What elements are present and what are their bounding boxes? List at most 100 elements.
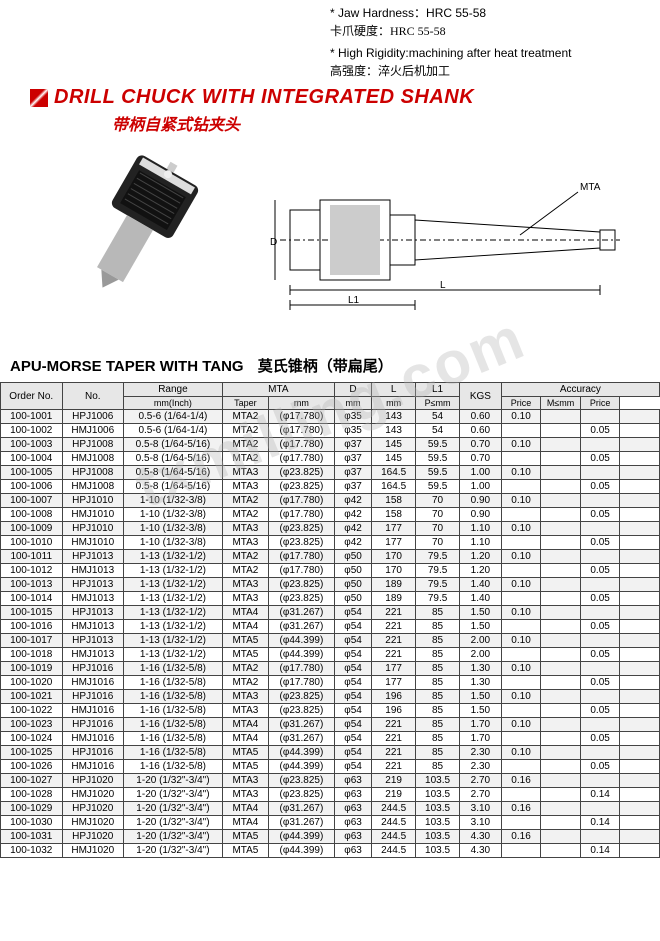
table-cell: MTA2	[222, 508, 268, 522]
table-cell: 2.00	[460, 634, 502, 648]
table-cell: 100-1012	[1, 564, 63, 578]
diagram-label-l1: L1	[348, 295, 360, 306]
table-cell: (φ44.399)	[268, 746, 334, 760]
table-cell: 244.5	[372, 816, 416, 830]
table-cell: 1-10 (1/32-3/8)	[124, 522, 223, 536]
table-cell: 1-20 (1/32"-3/4")	[124, 788, 223, 802]
table-cell: 0.10	[501, 718, 541, 732]
table-cell: (φ44.399)	[268, 844, 334, 858]
table-cell: 2.70	[460, 788, 502, 802]
table-cell: φ54	[334, 704, 371, 718]
table-cell: 100-1006	[1, 480, 63, 494]
table-cell: 100-1025	[1, 746, 63, 760]
table-cell	[501, 760, 541, 774]
table-cell: 0.10	[501, 746, 541, 760]
table-cell: 85	[416, 746, 460, 760]
table-cell: 1.20	[460, 564, 502, 578]
table-cell: 221	[372, 648, 416, 662]
table-cell: MTA5	[222, 634, 268, 648]
table-cell: 0.60	[460, 410, 502, 424]
table-cell: φ54	[334, 648, 371, 662]
table-cell: 100-1027	[1, 774, 63, 788]
table-cell: 221	[372, 606, 416, 620]
table-cell	[541, 620, 581, 634]
table-cell	[541, 788, 581, 802]
table-cell: 221	[372, 732, 416, 746]
table-cell	[620, 634, 660, 648]
table-cell: 85	[416, 732, 460, 746]
table-row: 100-1032HMJ10201-20 (1/32"-3/4")MTA5(φ44…	[1, 844, 660, 858]
table-row: 100-1009HPJ10101-10 (1/32-3/8)MTA3(φ23.8…	[1, 522, 660, 536]
table-cell	[541, 816, 581, 830]
table-cell: HMJ1016	[62, 732, 124, 746]
table-cell	[620, 648, 660, 662]
table-cell: φ37	[334, 466, 371, 480]
table-row: 100-1005HPJ10080.5-8 (1/64-5/16)MTA3(φ23…	[1, 466, 660, 480]
table-cell	[620, 452, 660, 466]
spec-table: Order No.No.RangeMTADLL1KGSAccuracy mm(I…	[0, 382, 660, 858]
table-cell	[501, 508, 541, 522]
table-cell: (φ17.780)	[268, 564, 334, 578]
table-cell: 1.20	[460, 550, 502, 564]
table-cell: 244.5	[372, 802, 416, 816]
table-cell: HPJ1013	[62, 578, 124, 592]
table-cell: 189	[372, 578, 416, 592]
table-cell: φ63	[334, 816, 371, 830]
table-cell: MTA4	[222, 816, 268, 830]
table-row: 100-1004HMJ10080.5-8 (1/64-5/16)MTA2(φ17…	[1, 452, 660, 466]
table-cell: φ63	[334, 802, 371, 816]
table-cell: 54	[416, 410, 460, 424]
table-cell: 1-16 (1/32-5/8)	[124, 732, 223, 746]
table-cell: (φ23.825)	[268, 522, 334, 536]
table-cell: (φ23.825)	[268, 788, 334, 802]
table-cell: 189	[372, 592, 416, 606]
table-cell: HPJ1016	[62, 690, 124, 704]
table-cell: 0.70	[460, 452, 502, 466]
table-cell: 1-13 (1/32-1/2)	[124, 634, 223, 648]
table-cell: 1-13 (1/32-1/2)	[124, 606, 223, 620]
table-cell: 221	[372, 620, 416, 634]
table-cell	[541, 424, 581, 438]
table-cell: 0.05	[580, 452, 620, 466]
table-cell: 100-1032	[1, 844, 63, 858]
table-cell: HMJ1008	[62, 480, 124, 494]
table-cell: φ50	[334, 564, 371, 578]
product-photo	[30, 150, 230, 330]
table-cell: MTA5	[222, 760, 268, 774]
table-cell	[541, 802, 581, 816]
table-cell	[501, 536, 541, 550]
table-cell	[580, 774, 620, 788]
table-cell: 0.14	[580, 788, 620, 802]
table-cell	[541, 536, 581, 550]
table-cell: 54	[416, 424, 460, 438]
table-cell: 0.05	[580, 704, 620, 718]
table-cell	[501, 676, 541, 690]
table-cell: 1-13 (1/32-1/2)	[124, 648, 223, 662]
table-cell: 1.50	[460, 704, 502, 718]
table-cell: 221	[372, 760, 416, 774]
table-cell: 2.30	[460, 760, 502, 774]
table-cell: MTA4	[222, 606, 268, 620]
table-cell: 0.14	[580, 844, 620, 858]
table-cell: 3.10	[460, 802, 502, 816]
table-cell: HPJ1020	[62, 830, 124, 844]
table-cell: φ54	[334, 746, 371, 760]
table-cell: 1.40	[460, 578, 502, 592]
table-cell: φ37	[334, 452, 371, 466]
table-cell: 100-1005	[1, 466, 63, 480]
table-cell: 0.16	[501, 774, 541, 788]
table-cell: 0.5-8 (1/64-5/16)	[124, 438, 223, 452]
table-cell	[501, 480, 541, 494]
table-cell	[620, 480, 660, 494]
table-cell: MTA3	[222, 536, 268, 550]
table-cell: 0.10	[501, 438, 541, 452]
table-cell: 1.50	[460, 606, 502, 620]
table-cell: 0.10	[501, 606, 541, 620]
table-cell	[620, 704, 660, 718]
table-cell: MTA5	[222, 746, 268, 760]
table-cell: MTA3	[222, 578, 268, 592]
table-cell: HPJ1008	[62, 466, 124, 480]
table-row: 100-1027HPJ10201-20 (1/32"-3/4")MTA3(φ23…	[1, 774, 660, 788]
spec-cn: 卡爪硬度：HRC 55-58	[330, 24, 446, 38]
table-cell: 103.5	[416, 788, 460, 802]
